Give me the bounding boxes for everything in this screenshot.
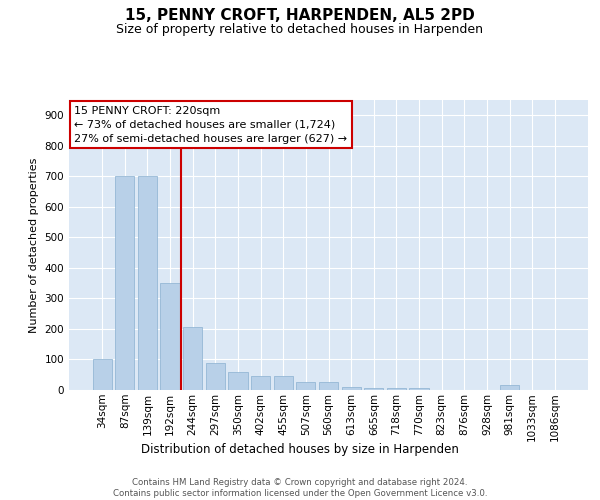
Bar [500, 386, 519, 390]
Bar [206, 362, 225, 390]
Bar [115, 176, 134, 390]
Bar [229, 372, 248, 390]
Text: Contains HM Land Registry data © Crown copyright and database right 2024.
Contai: Contains HM Land Registry data © Crown c… [113, 478, 487, 498]
Text: Distribution of detached houses by size in Harpenden: Distribution of detached houses by size … [141, 442, 459, 456]
Y-axis label: Number of detached properties: Number of detached properties [29, 158, 39, 332]
Bar [296, 382, 316, 390]
Text: 15, PENNY CROFT, HARPENDEN, AL5 2PD: 15, PENNY CROFT, HARPENDEN, AL5 2PD [125, 8, 475, 22]
Bar [274, 376, 293, 390]
Bar [138, 176, 157, 390]
Bar [409, 388, 428, 390]
Bar [387, 388, 406, 390]
Text: Size of property relative to detached houses in Harpenden: Size of property relative to detached ho… [116, 22, 484, 36]
Text: 15 PENNY CROFT: 220sqm
← 73% of detached houses are smaller (1,724)
27% of semi-: 15 PENNY CROFT: 220sqm ← 73% of detached… [74, 106, 347, 144]
Bar [92, 360, 112, 390]
Bar [341, 387, 361, 390]
Bar [183, 328, 202, 390]
Bar [251, 376, 270, 390]
Bar [364, 388, 383, 390]
Bar [160, 283, 180, 390]
Bar [319, 382, 338, 390]
